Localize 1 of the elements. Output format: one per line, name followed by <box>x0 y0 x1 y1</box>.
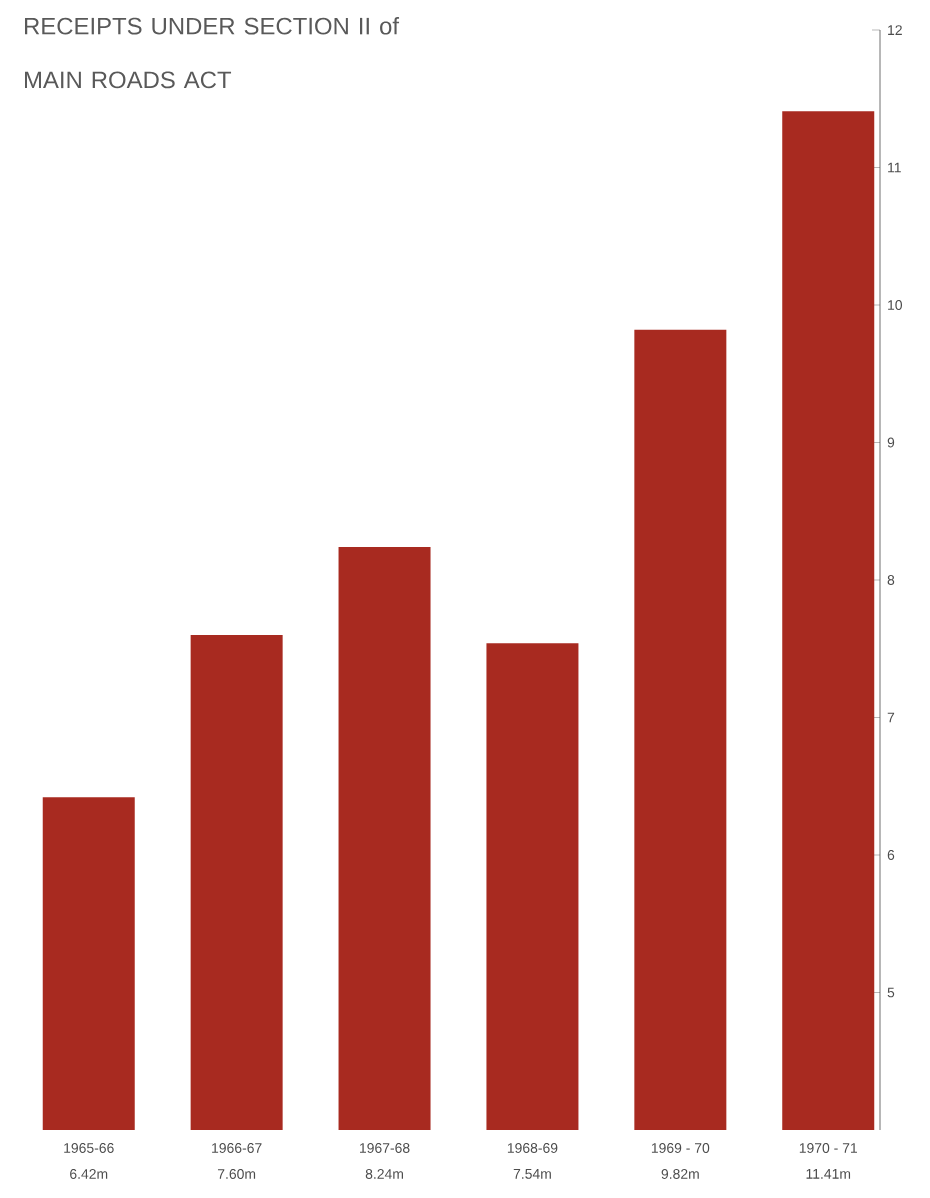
chart-title: RECEIPTS UNDER SECTION II of MAIN ROADS ACT <box>25 17 400 89</box>
